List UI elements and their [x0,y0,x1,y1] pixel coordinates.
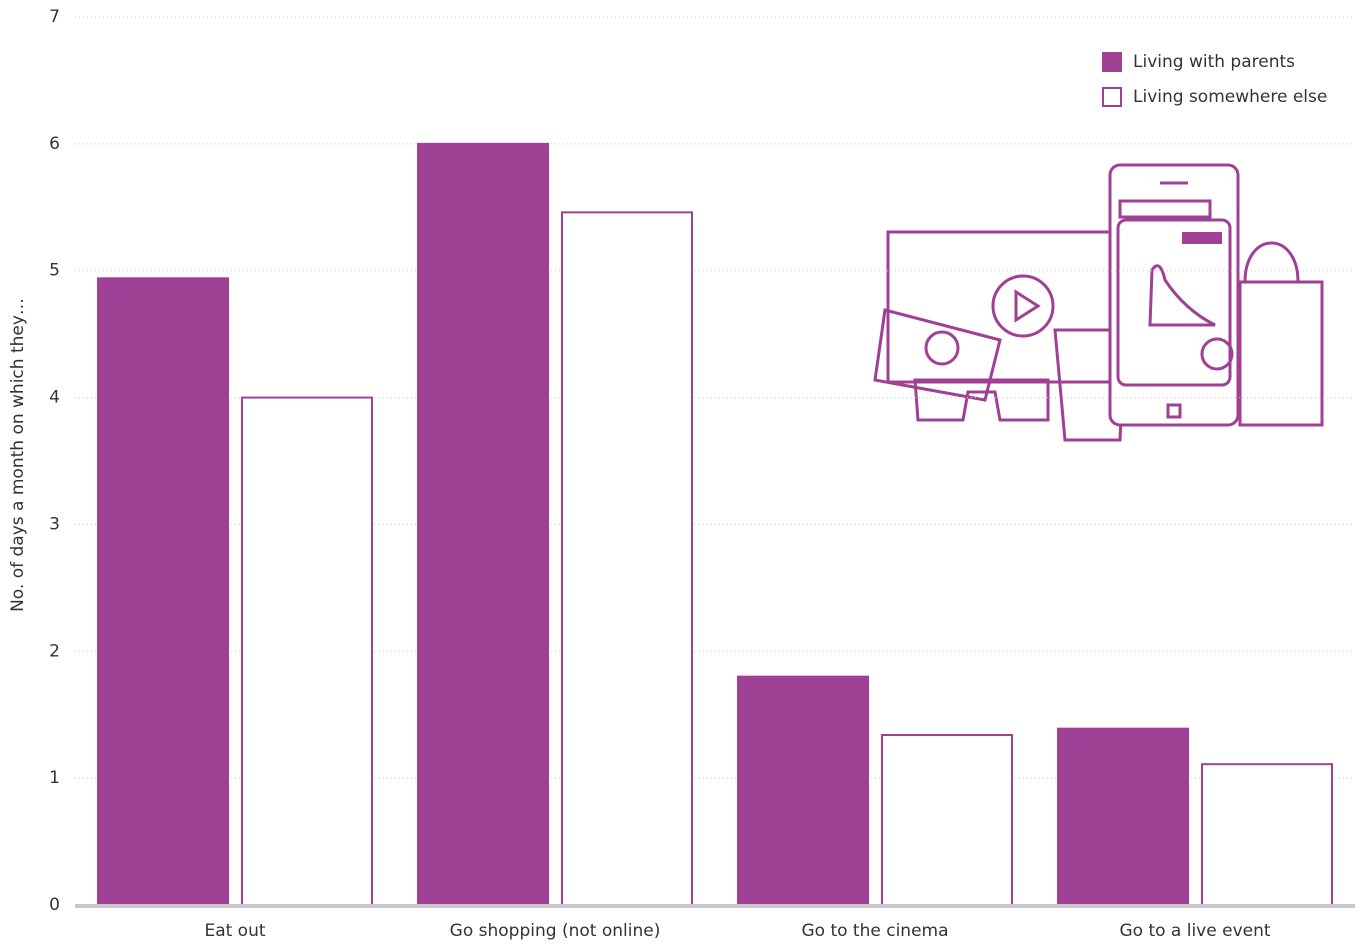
bag-handle [1243,241,1300,283]
film-strip [886,230,1120,384]
bar [1057,727,1189,906]
x-tick-label: Eat out [204,921,265,941]
y-tick-label: 1 [49,768,60,788]
bar [1201,763,1333,907]
ticket [873,308,1002,402]
bar [97,277,229,906]
x-tick-label: Go to the cinema [801,921,948,941]
illustration [873,163,1324,442]
legend-swatch [1102,52,1122,72]
x-tick-label: Go to a live event [1119,921,1270,941]
search-bar [1118,199,1212,219]
y-tick-label: 3 [49,514,60,534]
y-tick-label: 4 [49,388,60,408]
legend-label: Living somewhere else [1133,87,1327,107]
bar [417,142,549,907]
next-button [1200,337,1234,371]
play-button [991,274,1055,338]
y-tick-label: 6 [49,134,60,154]
y-tick-label: 2 [49,641,60,661]
bar [737,675,869,907]
bar [241,396,373,906]
y-axis-title: No. of days a month on which they… [8,298,28,612]
shoe [1148,264,1216,327]
phone-screen [1116,218,1232,387]
bar [561,211,693,907]
x-tick-label: Go shopping (not online) [450,921,661,941]
y-tick-label: 5 [49,261,60,281]
home-button [1166,403,1182,419]
y-tick-label: 7 [49,7,60,27]
glasses [913,378,1050,422]
play-icon [1014,289,1041,323]
popcorn [1053,328,1127,442]
phone [1108,163,1240,427]
screen-banner [1182,232,1222,244]
y-tick-label: 0 [49,895,60,915]
legend-label: Living with parents [1133,52,1295,72]
legend-swatch [1102,87,1122,107]
ticket-star [924,330,960,366]
shopping-bag [1238,280,1324,427]
bar [881,734,1013,906]
